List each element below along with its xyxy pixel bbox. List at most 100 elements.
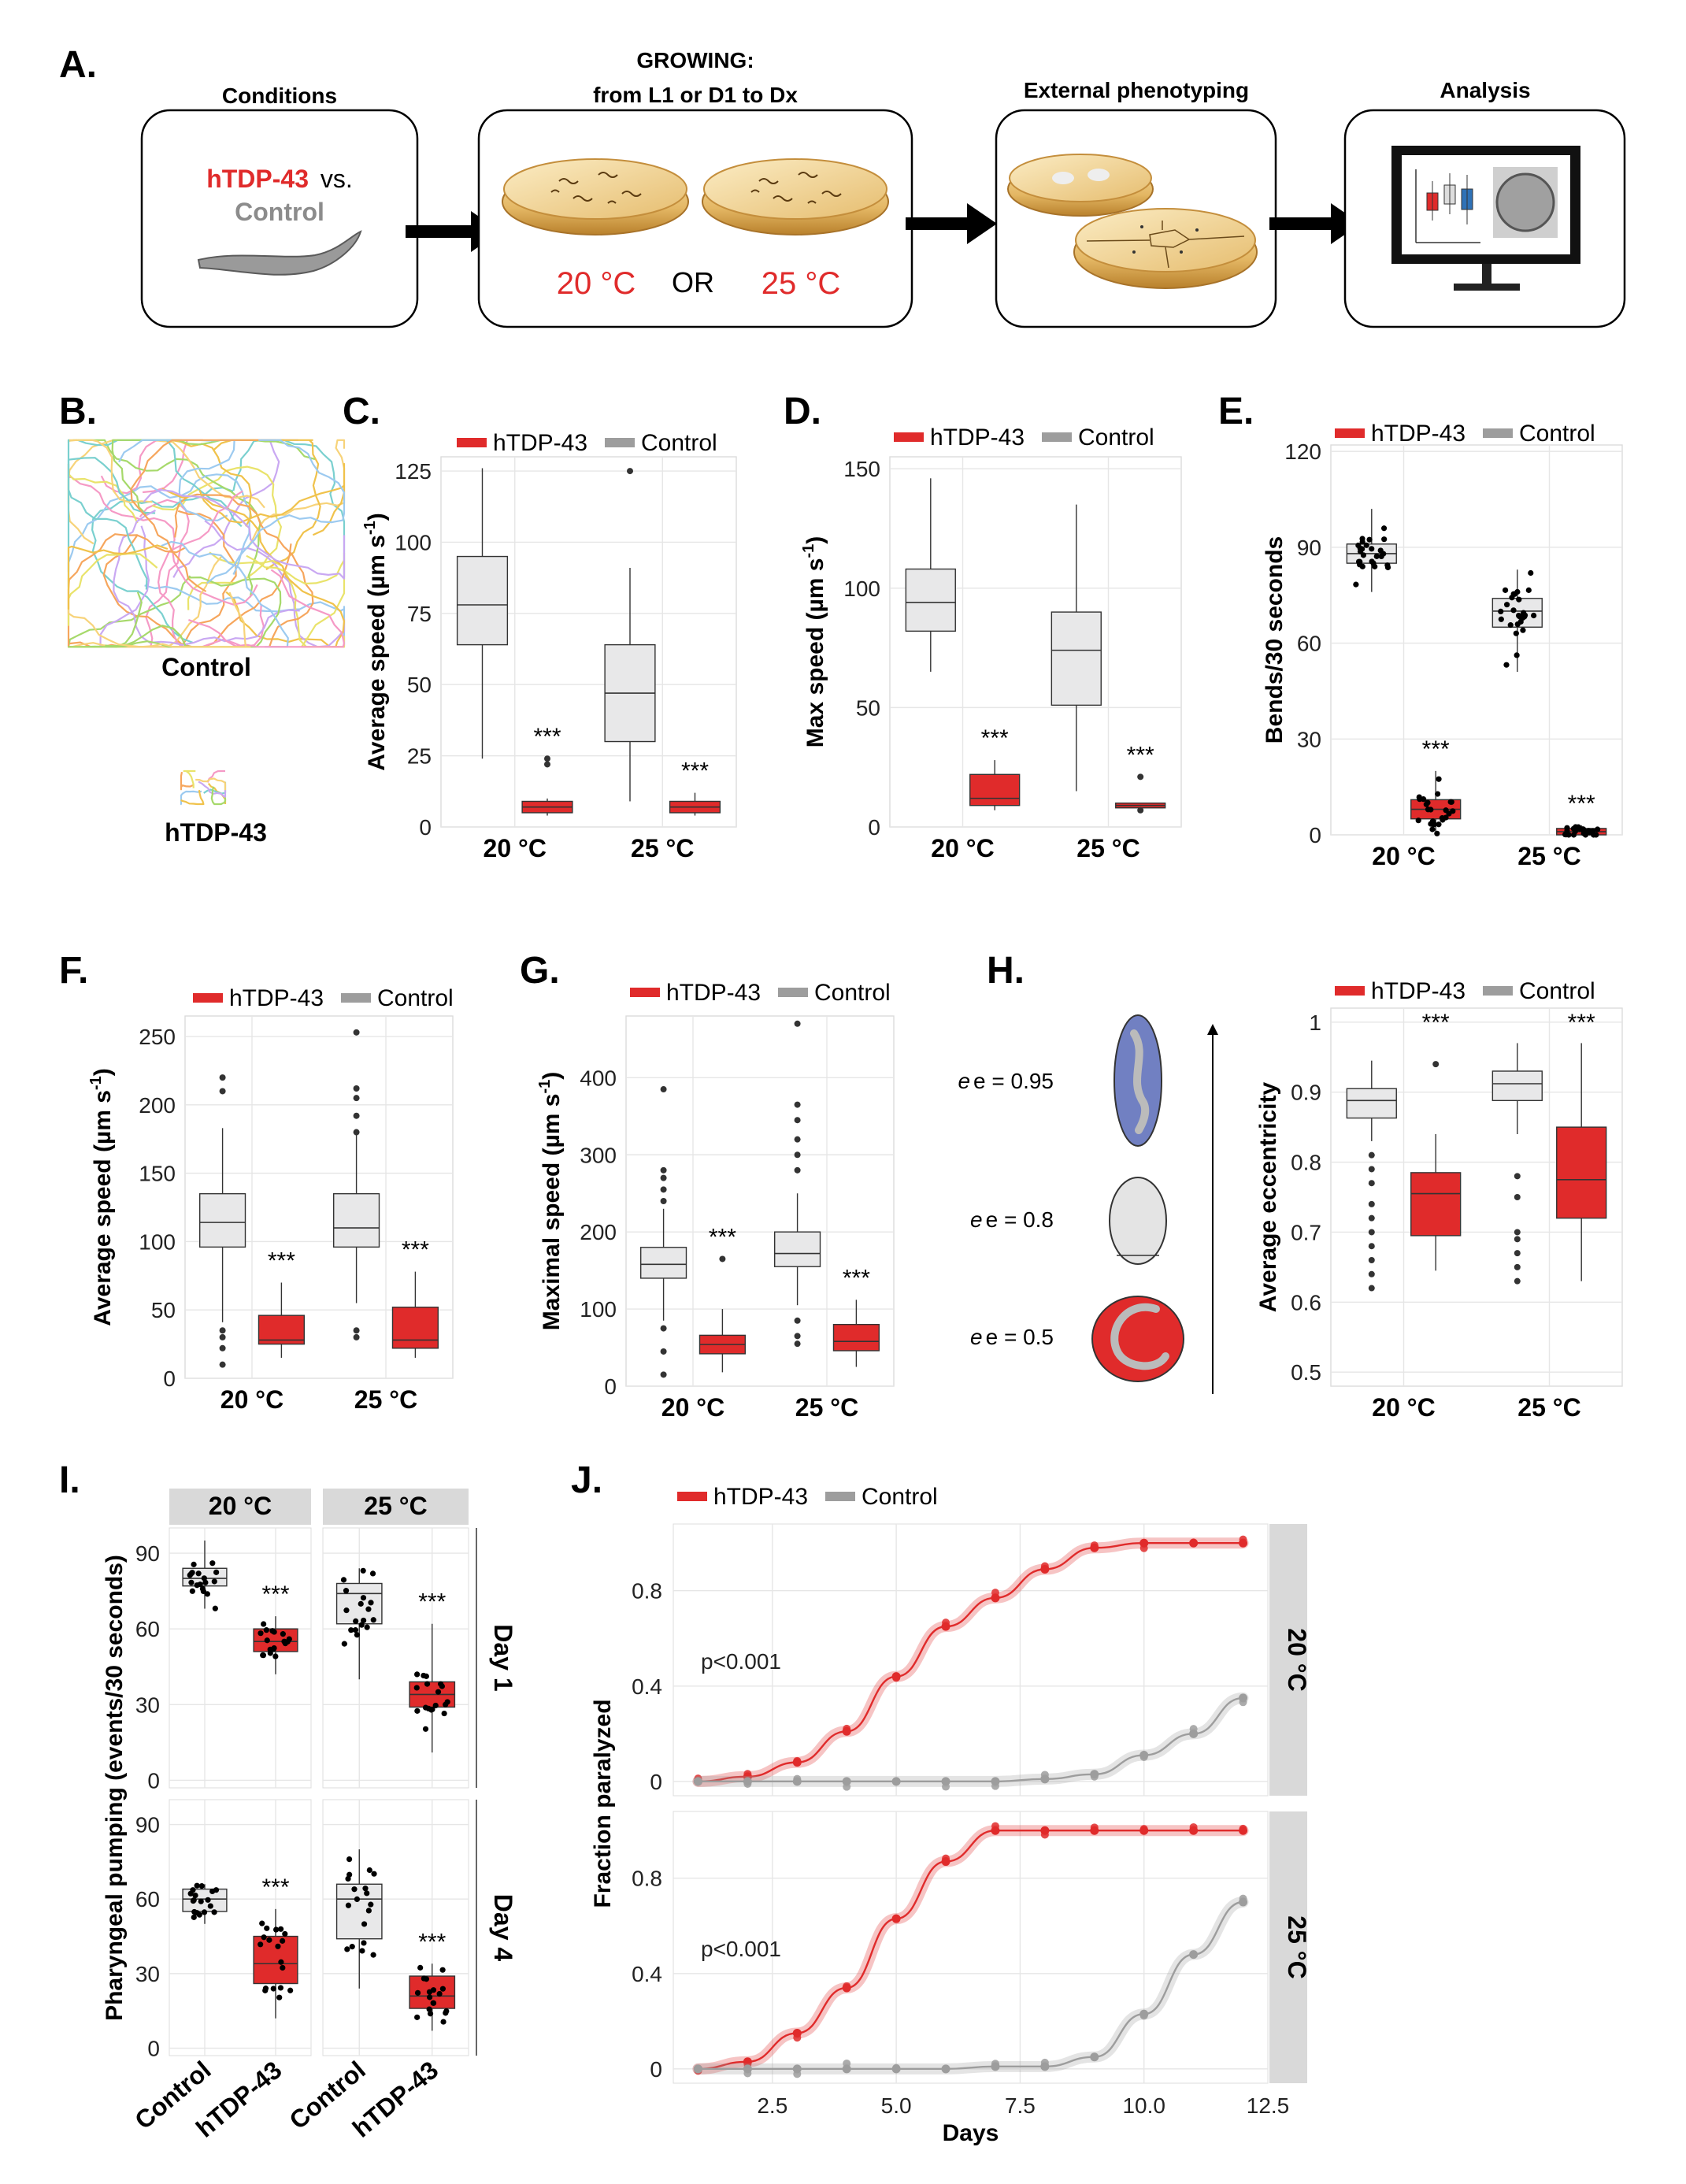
box-outlier — [1514, 1263, 1521, 1270]
y-tick-label: 120 — [1284, 439, 1321, 464]
jitter-point — [349, 1944, 355, 1950]
significance-stars: *** — [1568, 791, 1595, 817]
facet-row-label: 20 °C — [1283, 1628, 1311, 1691]
jitter-point — [1443, 814, 1449, 821]
box-outlier — [1514, 1250, 1521, 1257]
legend-control-swatch — [341, 993, 371, 1003]
legend-control-label: Control — [1519, 421, 1595, 447]
jitter-point — [366, 1867, 372, 1874]
chart-e-bends: hTDP-43 Control 0 30 60 90 120 20 °C *** 25 °C ***… — [1262, 421, 1623, 870]
jitter-point — [270, 1986, 276, 1992]
box-plot-group — [335, 1567, 383, 1680]
ellipse-mid-eccentricity — [1109, 1177, 1167, 1265]
box-iqr — [640, 1247, 687, 1279]
x-tick-label: 7.5 — [1005, 2093, 1036, 2118]
petri-dish-1 — [502, 158, 689, 235]
jitter-point — [370, 1617, 376, 1623]
series-point-replicate — [1189, 1822, 1198, 1831]
box-iqr — [1491, 1070, 1543, 1102]
jitter-point — [1366, 536, 1373, 543]
jitter-point — [1363, 542, 1369, 548]
significance-stars: *** — [1422, 1010, 1450, 1036]
box-iqr — [1410, 1172, 1462, 1237]
facet-column-label: 20 °C — [209, 1492, 272, 1520]
box-outlier — [1432, 1061, 1440, 1068]
y-tick-label: 0.9 — [1291, 1081, 1321, 1105]
jitter-point — [1447, 799, 1454, 805]
box-plot-group — [182, 1882, 228, 1924]
jitter-point — [359, 1948, 365, 1954]
jitter-point — [188, 1579, 195, 1585]
box-plot-group — [1346, 509, 1397, 592]
facet-strip-column — [323, 1489, 469, 1525]
legend-htdp-swatch — [630, 988, 660, 997]
jitter-point — [1353, 581, 1359, 588]
significance-stars: *** — [681, 758, 709, 784]
y-tick-label: 0 — [163, 1366, 176, 1391]
y-axis-label: Average speed (µm s-1) — [87, 1068, 116, 1326]
box-outlier — [794, 1166, 801, 1174]
box-outlier — [660, 1174, 667, 1181]
y-tick-label: 100 — [395, 530, 432, 554]
flow-arrow-2 — [906, 203, 997, 244]
box-outlier — [1514, 1277, 1521, 1285]
y-tick-label: 150 — [139, 1162, 176, 1186]
y-tick-label: 30 — [135, 1962, 160, 1986]
worm-in-ellipse-1 — [1130, 1029, 1150, 1134]
jitter-point — [273, 1926, 280, 1933]
chart-f-average-speed: hTDP-43 Control 0 50 100 150 200 250 20 °C *** 25 … — [87, 985, 454, 1414]
y-tick-label: 0 — [147, 2037, 160, 2061]
series-point-replicate — [1139, 1825, 1148, 1834]
chart-g-maximal-speed: hTDP-43 Control 0 100 200 300 400 20 °C *** 25 °C… — [536, 980, 895, 1422]
legend-control-label: Control — [641, 430, 717, 456]
box-outlier — [353, 1333, 360, 1340]
jitter-point — [1566, 832, 1572, 838]
jitter-point — [280, 1937, 286, 1944]
jitter-point — [1507, 622, 1514, 629]
box-plot-group — [774, 1020, 821, 1348]
jitter-point — [1595, 826, 1601, 832]
worm-track — [67, 591, 193, 648]
jitter-point — [260, 1652, 267, 1659]
box-iqr — [333, 1192, 380, 1248]
significance-stars: *** — [268, 1248, 295, 1274]
jitter-point — [354, 1632, 360, 1638]
jitter-point — [190, 1887, 196, 1893]
legend-control-label: Control — [1519, 978, 1595, 1004]
series-point-replicate — [1239, 1698, 1247, 1707]
worm-illustration — [197, 230, 362, 276]
jitter-point — [261, 1621, 267, 1627]
worm-track — [67, 544, 169, 610]
y-tick-label: 200 — [580, 1220, 617, 1244]
y-axis-label-close: ) — [364, 513, 390, 521]
box-outlier — [1368, 1166, 1375, 1173]
jitter-point — [430, 1987, 437, 1993]
series-point-replicate — [1239, 1824, 1247, 1833]
box-outlier — [719, 1255, 726, 1263]
jitter-point — [272, 1653, 279, 1659]
legend-htdp-swatch — [193, 993, 223, 1003]
y-tick-label: 400 — [580, 1066, 617, 1090]
jitter-point — [370, 1952, 376, 1958]
legend-control-swatch — [1483, 986, 1513, 996]
jitter-point — [1359, 539, 1365, 545]
jitter-point — [343, 1588, 350, 1594]
series-point-replicate — [1239, 1894, 1247, 1903]
box-plot-group — [698, 1255, 746, 1373]
worm-track — [195, 777, 227, 791]
jitter-point — [365, 1606, 372, 1612]
jitter-point — [211, 1909, 217, 1915]
box-plot-group — [832, 1300, 880, 1367]
jitter-point — [414, 2014, 421, 2020]
series-point-replicate — [1040, 2058, 1049, 2067]
flow-arrow-1 — [406, 211, 501, 252]
series-point-replicate — [743, 1770, 752, 1778]
jitter-point — [1513, 630, 1519, 636]
jitter-point — [191, 1561, 197, 1567]
y-tick-label: 0 — [650, 1770, 662, 1794]
box-outlier — [1368, 1151, 1375, 1159]
box-plot-group — [1556, 1043, 1607, 1281]
series-point-replicate — [793, 2070, 802, 2078]
y-tick-label: 90 — [1297, 536, 1321, 560]
